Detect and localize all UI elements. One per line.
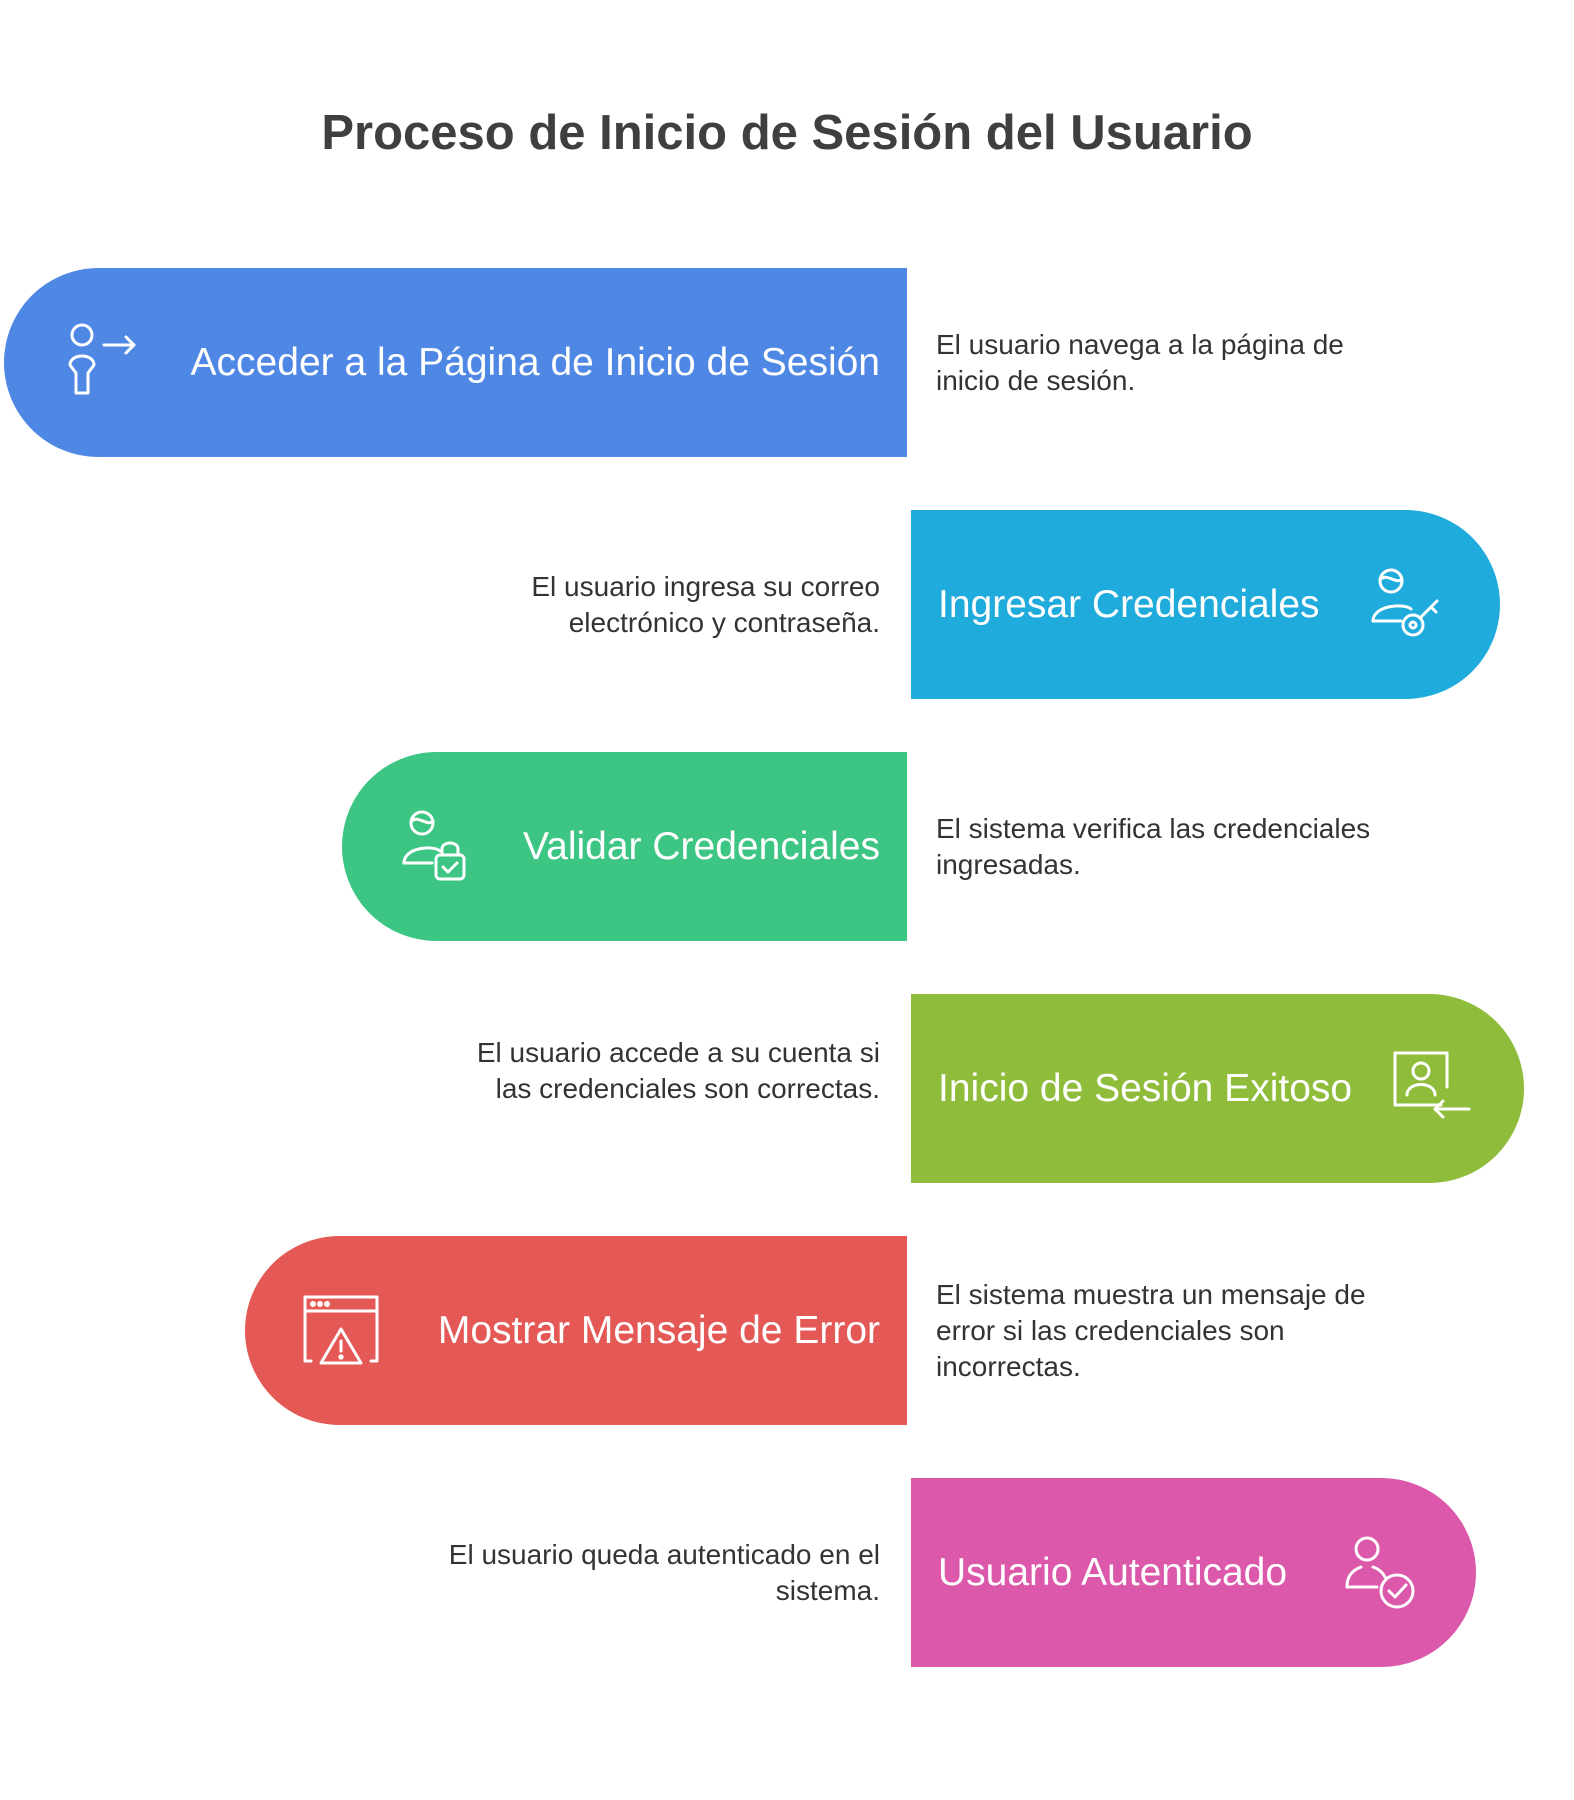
user-login-icon <box>1391 1047 1475 1131</box>
step-2-pill: Ingresar Credenciales <box>911 510 1500 699</box>
step-6-label: Usuario Autenticado <box>938 1551 1288 1594</box>
step-2-description: El usuario ingresa su correo electrónico… <box>531 571 880 638</box>
step-5-label: Mostrar Mensaje de Error <box>437 1309 880 1352</box>
user-arrow-right-icon <box>60 321 144 405</box>
step-1-pill: Acceder a la Página de Inicio de Sesión <box>4 268 907 457</box>
step-3-description: El sistema verifica las credenciales ing… <box>936 813 1371 880</box>
user-key-icon <box>1361 563 1445 647</box>
step-1-description: El usuario navega a la página de inicio … <box>936 329 1344 396</box>
step-4-description: El usuario accede a su cuenta si las cre… <box>476 1037 880 1104</box>
browser-warning-icon <box>299 1289 383 1373</box>
step-5-pill: Mostrar Mensaje de Error <box>245 1236 907 1425</box>
step-4-label: Inicio de Sesión Exitoso <box>938 1067 1353 1110</box>
step-6-pill: Usuario Autenticado <box>911 1478 1476 1667</box>
step-6-description: El usuario queda autenticado en el siste… <box>448 1539 880 1606</box>
step-3-label: Validar Credenciales <box>523 825 880 868</box>
step-5-description: El sistema muestra un mensaje de error s… <box>936 1279 1366 1382</box>
diagram-title: Proceso de Inicio de Sesión del Usuario <box>321 106 1253 160</box>
step-2-label: Ingresar Credenciales <box>938 583 1320 626</box>
user-lock-icon <box>394 805 478 889</box>
user-check-icon <box>1339 1531 1423 1615</box>
step-4-pill: Inicio de Sesión Exitoso <box>911 994 1524 1183</box>
step-3-pill: Validar Credenciales <box>342 752 907 941</box>
step-1-label: Acceder a la Página de Inicio de Sesión <box>190 341 880 384</box>
